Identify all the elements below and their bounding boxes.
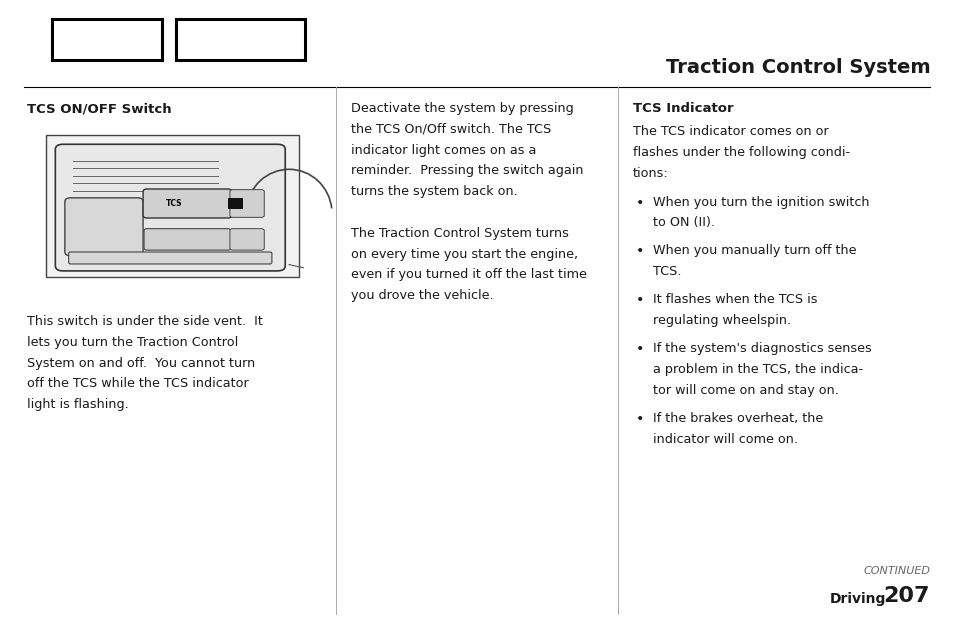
FancyBboxPatch shape <box>65 198 143 256</box>
FancyBboxPatch shape <box>143 189 232 218</box>
Text: If the system's diagnostics senses: If the system's diagnostics senses <box>653 342 871 355</box>
Text: on every time you start the engine,: on every time you start the engine, <box>351 248 578 261</box>
Bar <box>176 19 305 60</box>
Text: This switch is under the side vent.  It: This switch is under the side vent. It <box>27 315 262 328</box>
Text: •: • <box>636 342 644 356</box>
Text: turns the system back on.: turns the system back on. <box>351 185 517 198</box>
Text: tions:: tions: <box>632 166 667 180</box>
Text: the TCS On/Off switch. The TCS: the TCS On/Off switch. The TCS <box>351 123 551 136</box>
Text: to ON (II).: to ON (II). <box>653 217 715 229</box>
Text: TCS.: TCS. <box>653 265 681 278</box>
FancyBboxPatch shape <box>230 190 264 217</box>
FancyBboxPatch shape <box>144 229 231 250</box>
Bar <box>228 198 243 209</box>
Text: light is flashing.: light is flashing. <box>27 398 129 411</box>
Text: •: • <box>636 412 644 426</box>
Text: Traction Control System: Traction Control System <box>665 58 929 77</box>
Text: TCS Indicator: TCS Indicator <box>632 102 732 115</box>
Text: The Traction Control System turns: The Traction Control System turns <box>351 227 568 240</box>
Text: off the TCS while the TCS indicator: off the TCS while the TCS indicator <box>27 377 248 391</box>
Text: flashes under the following condi-: flashes under the following condi- <box>632 146 849 159</box>
Text: If the brakes overheat, the: If the brakes overheat, the <box>653 412 822 425</box>
Text: It flashes when the TCS is: It flashes when the TCS is <box>653 294 817 306</box>
Text: Driving: Driving <box>829 592 885 606</box>
Text: When you turn the ignition switch: When you turn the ignition switch <box>653 196 869 209</box>
Text: TCS ON/OFF Switch: TCS ON/OFF Switch <box>27 102 172 115</box>
FancyBboxPatch shape <box>55 144 285 271</box>
Text: Deactivate the system by pressing: Deactivate the system by pressing <box>351 102 573 115</box>
Text: •: • <box>636 196 644 210</box>
Text: reminder.  Pressing the switch again: reminder. Pressing the switch again <box>351 164 583 178</box>
Text: you drove the vehicle.: you drove the vehicle. <box>351 289 494 302</box>
Bar <box>52 19 162 60</box>
Text: indicator light comes on as a: indicator light comes on as a <box>351 144 536 157</box>
Text: regulating wheelspin.: regulating wheelspin. <box>653 314 791 327</box>
Text: 207: 207 <box>882 586 929 606</box>
Text: CONTINUED: CONTINUED <box>862 566 929 576</box>
Text: even if you turned it off the last time: even if you turned it off the last time <box>351 268 586 282</box>
Text: a problem in the TCS, the indica-: a problem in the TCS, the indica- <box>653 363 862 376</box>
Text: tor will come on and stay on.: tor will come on and stay on. <box>653 384 839 397</box>
Text: System on and off.  You cannot turn: System on and off. You cannot turn <box>27 357 254 370</box>
FancyBboxPatch shape <box>69 252 272 264</box>
Text: When you manually turn off the: When you manually turn off the <box>653 244 856 258</box>
Text: •: • <box>636 244 644 258</box>
Text: The TCS indicator comes on or: The TCS indicator comes on or <box>632 125 827 138</box>
Text: •: • <box>636 294 644 307</box>
Text: lets you turn the Traction Control: lets you turn the Traction Control <box>27 336 237 349</box>
Text: TCS: TCS <box>165 199 182 208</box>
FancyBboxPatch shape <box>230 229 264 250</box>
Bar <box>46 135 298 277</box>
Text: indicator will come on.: indicator will come on. <box>653 433 798 445</box>
